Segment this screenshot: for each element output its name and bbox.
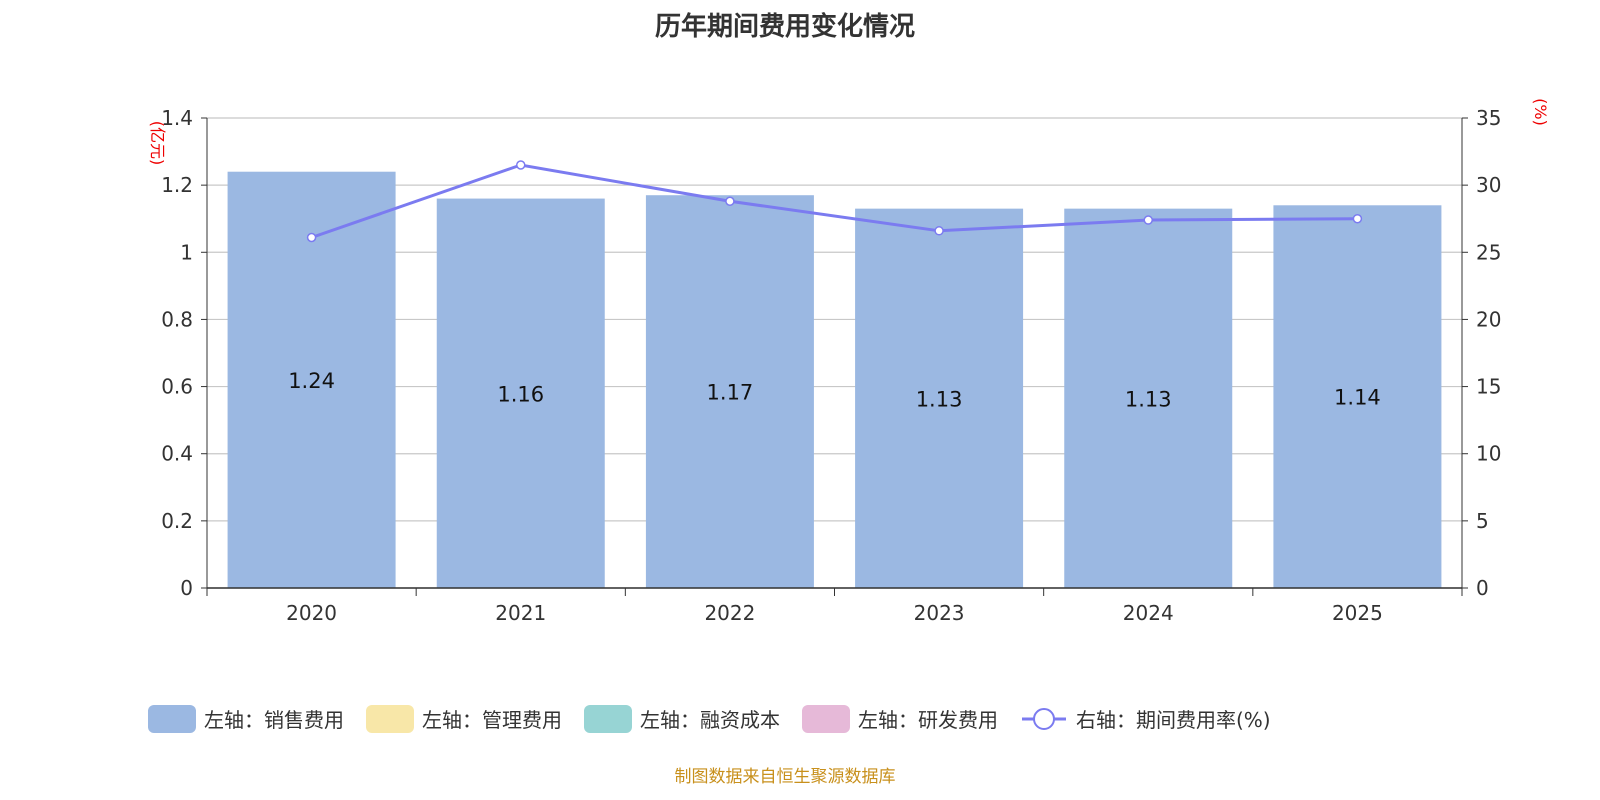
right-axis-label: (%) <box>1531 98 1550 126</box>
bar <box>1064 208 1233 588</box>
line-point <box>1352 213 1363 224</box>
x-tick-label: 2021 <box>495 601 546 625</box>
left-tick-label: 1 <box>180 240 193 264</box>
left-tick-label: 0 <box>180 576 193 600</box>
right-tick-label: 5 <box>1476 509 1489 533</box>
legend-label: 左轴：研发费用 <box>858 708 998 732</box>
right-tick-label: 20 <box>1476 307 1501 331</box>
bar <box>1273 205 1442 589</box>
chart-title: 历年期间费用变化情况 <box>654 12 915 42</box>
right-tick-label: 0 <box>1476 576 1489 600</box>
bar-label: 1.13 <box>1125 387 1172 411</box>
left-tick-label: 0.6 <box>161 375 193 399</box>
legend-label: 左轴：销售费用 <box>204 708 344 732</box>
line-point <box>725 196 735 207</box>
legend: 左轴：销售费用 左轴：管理费用 左轴：融资成本 左轴：研发费用 右轴：期间费用率(%) <box>148 704 1293 733</box>
bar-label: 1.16 <box>497 382 544 406</box>
legend-item[interactable]: 左轴：融资成本 <box>584 704 780 733</box>
x-tick-label: 2024 <box>1123 601 1174 625</box>
bar <box>436 198 605 589</box>
legend-swatch <box>148 704 196 733</box>
line-point <box>1143 215 1153 225</box>
left-tick-label: 1.2 <box>161 173 193 197</box>
legend-line-marker-icon <box>1022 707 1066 730</box>
left-tick-label: 0.4 <box>161 442 193 466</box>
bar-label: 1.13 <box>916 387 963 411</box>
left-tick-label: 0.8 <box>161 307 193 331</box>
line-point <box>934 226 944 236</box>
line-point <box>516 160 526 170</box>
bar-label: 1.14 <box>1334 386 1381 410</box>
left-axis-label: (亿元) <box>148 121 167 166</box>
legend-label: 右轴：期间费用率(%) <box>1076 708 1271 732</box>
left-tick-label: 1.4 <box>161 106 193 130</box>
bar <box>855 208 1024 588</box>
right-tick-label: 25 <box>1476 240 1501 264</box>
legend-item[interactable]: 右轴：期间费用率(%) <box>1020 704 1271 733</box>
legend-swatch <box>584 704 632 733</box>
x-tick-label: 2022 <box>704 601 755 625</box>
left-tick-label: 0.2 <box>161 509 193 533</box>
legend-label: 左轴：管理费用 <box>422 708 562 732</box>
right-tick-label: 10 <box>1476 442 1501 466</box>
bar-label: 1.17 <box>707 381 754 405</box>
source-note: 制图数据来自恒生聚源数据库 <box>674 767 896 787</box>
right-tick-label: 35 <box>1476 106 1501 130</box>
line-series <box>311 163 1358 239</box>
x-tick-label: 2025 <box>1332 601 1383 625</box>
bar-label: 1.24 <box>288 369 335 393</box>
right-tick-label: 30 <box>1476 173 1501 197</box>
legend-swatch <box>366 704 414 733</box>
line-point <box>306 232 317 243</box>
legend-item[interactable]: 左轴：销售费用 <box>148 704 344 733</box>
bar <box>645 195 814 588</box>
legend-label: 左轴：融资成本 <box>640 708 780 732</box>
legend-item[interactable]: 左轴：研发费用 <box>802 704 998 733</box>
x-tick-label: 2023 <box>914 601 965 625</box>
legend-swatch <box>802 704 850 733</box>
x-tick-label: 2020 <box>286 601 337 625</box>
right-tick-label: 15 <box>1476 375 1501 399</box>
legend-item[interactable]: 左轴：管理费用 <box>366 704 562 733</box>
